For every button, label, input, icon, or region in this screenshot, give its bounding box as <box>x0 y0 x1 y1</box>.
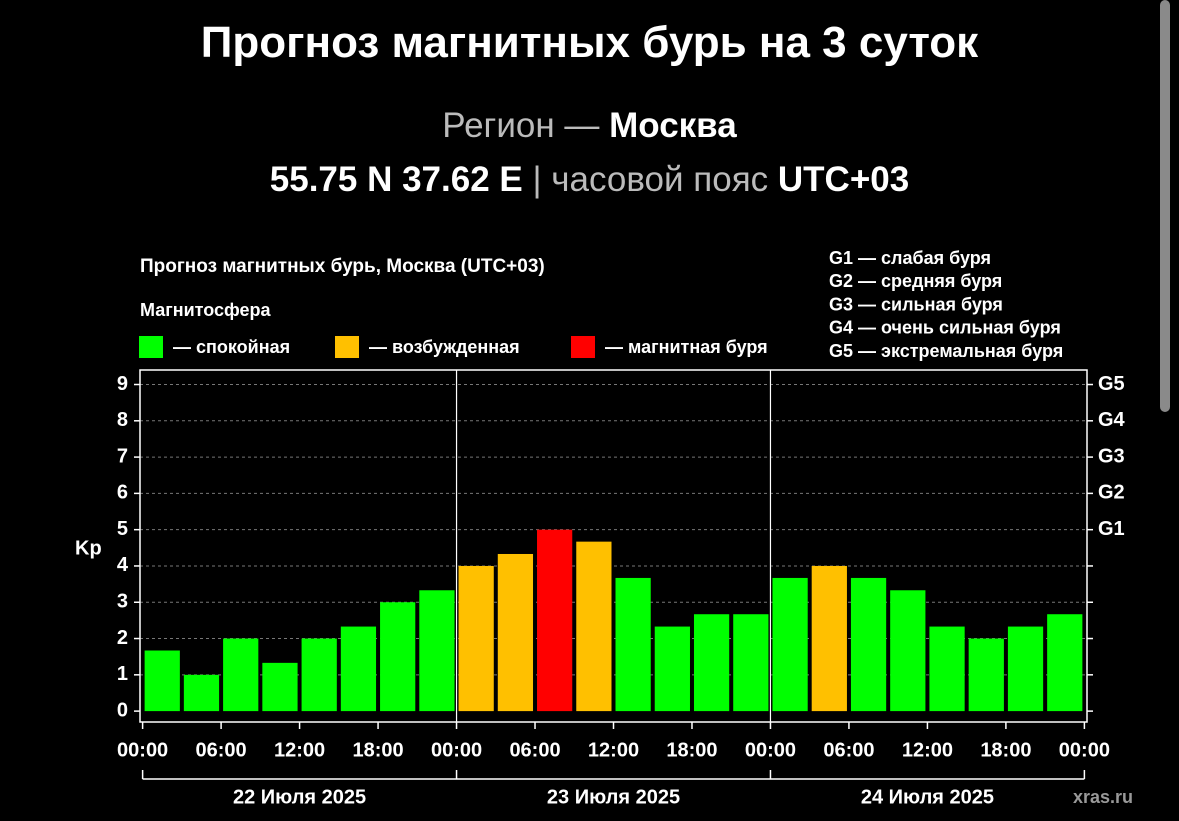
legend-swatch <box>335 336 359 358</box>
bar <box>850 577 887 712</box>
bar <box>811 565 847 712</box>
region-label: Регион — <box>442 106 600 145</box>
day-label: 23 Июля 2025 <box>547 786 680 808</box>
legend-label: — спокойная <box>173 337 290 357</box>
day-label: 22 Июля 2025 <box>233 786 366 808</box>
y2-tick-label: G1 <box>1098 518 1125 540</box>
x-tick-label: 06:00 <box>196 739 247 761</box>
bar <box>929 626 965 712</box>
storm-level: G2 — средняя буря <box>829 271 1002 291</box>
bar <box>890 590 926 712</box>
day-label: 24 Июля 2025 <box>861 786 994 808</box>
bar <box>576 541 612 712</box>
y-tick-label: 2 <box>117 627 128 649</box>
separator: | <box>532 160 542 199</box>
bar <box>262 662 298 712</box>
region: Москва <box>609 106 737 145</box>
legend-swatch <box>139 336 163 358</box>
coords-line: 55.75 N 37.62 E | часовой пояс UTC+03 <box>0 160 1179 200</box>
bar <box>772 577 808 712</box>
x-tick-label: 06:00 <box>823 739 874 761</box>
tz-label: часовой пояс <box>551 160 769 199</box>
y-tick-label: 3 <box>117 591 128 613</box>
y2-tick-label: G2 <box>1098 482 1125 504</box>
legend-swatch <box>571 336 595 358</box>
chart-title: Прогноз магнитных бурь, Москва (UTC+03) <box>140 256 545 277</box>
bar <box>340 626 377 712</box>
bar <box>693 614 730 712</box>
page-title: Прогноз магнитных бурь на 3 суток <box>200 18 979 67</box>
legend-title: Магнитосфера <box>140 300 272 320</box>
x-tick-label: 18:00 <box>666 739 717 761</box>
bar <box>615 577 651 712</box>
bar <box>419 590 455 712</box>
y-tick-label: 6 <box>117 482 128 504</box>
x-tick-label: 12:00 <box>274 739 325 761</box>
x-tick-label: 00:00 <box>117 739 168 761</box>
y2-tick-label: G4 <box>1098 409 1126 431</box>
y-tick-label: 7 <box>117 445 128 467</box>
coords: 55.75 N 37.62 E <box>269 160 523 199</box>
x-tick-label: 00:00 <box>1059 739 1110 761</box>
legend-label: — магнитная буря <box>605 337 768 357</box>
x-tick-label: 06:00 <box>509 739 560 761</box>
storm-level: G3 — сильная буря <box>829 294 1003 314</box>
bar <box>654 626 690 712</box>
scrollbar <box>1160 0 1170 412</box>
y-tick-label: 9 <box>117 373 128 395</box>
legend-label: — возбужденная <box>369 337 520 357</box>
storm-level: G5 — экстремальная буря <box>829 341 1063 361</box>
bar <box>183 674 220 712</box>
x-tick-label: 12:00 <box>902 739 953 761</box>
y-tick-label: 1 <box>117 663 128 685</box>
x-tick-label: 00:00 <box>431 739 482 761</box>
x-tick-label: 12:00 <box>588 739 639 761</box>
storm-level: G4 — очень сильная буря <box>829 318 1061 338</box>
bar <box>458 565 494 712</box>
x-tick-label: 00:00 <box>745 739 796 761</box>
bar <box>537 529 573 712</box>
y-tick-label: 5 <box>117 518 128 540</box>
x-tick-label: 18:00 <box>980 739 1031 761</box>
bar <box>144 650 180 712</box>
bar <box>223 638 259 712</box>
y2-tick-label: G3 <box>1098 445 1125 467</box>
storm-level: G1 — слабая буря <box>829 248 991 268</box>
y-axis-label: Kp <box>75 537 102 559</box>
bar <box>380 602 416 712</box>
bar <box>497 553 534 712</box>
region-line: Регион — Москва <box>0 106 1179 146</box>
x-tick-label: 18:00 <box>352 739 403 761</box>
bar <box>1007 626 1044 712</box>
bar <box>1047 614 1083 712</box>
y-tick-label: 0 <box>117 699 128 721</box>
bar <box>968 638 1004 712</box>
y2-tick-label: G5 <box>1098 373 1125 395</box>
y-tick-label: 4 <box>117 554 129 576</box>
bar <box>733 614 769 712</box>
bar <box>301 638 337 712</box>
y-tick-label: 8 <box>117 409 128 431</box>
plot-frame <box>139 369 1088 723</box>
tz: UTC+03 <box>777 160 910 199</box>
watermark: xras.ru <box>1073 787 1133 807</box>
